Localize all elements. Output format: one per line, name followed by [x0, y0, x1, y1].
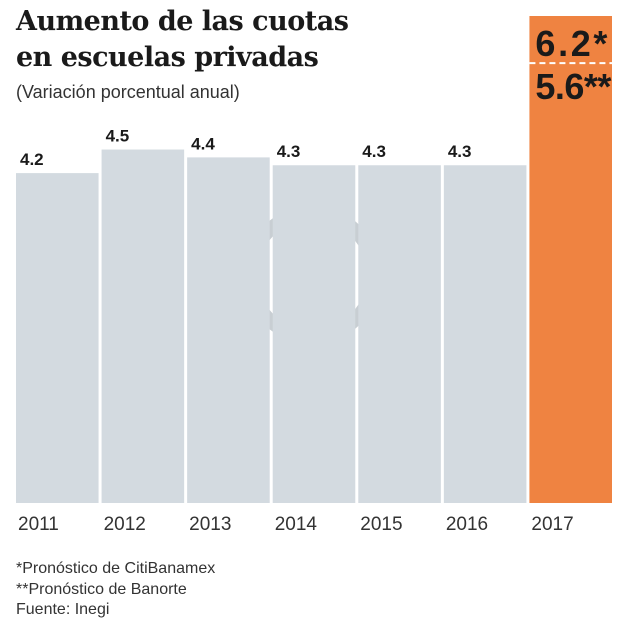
- x-tick-2011: 2011: [18, 514, 59, 535]
- note-source: Fuente: Inegi: [16, 601, 110, 618]
- x-tick-2013: 2013: [189, 514, 231, 535]
- bar-2013: [187, 157, 270, 504]
- value-label-2016: 4.3: [448, 142, 472, 161]
- bar-2012: [101, 149, 185, 503]
- chart-subtitle: (Variación porcentual anual): [16, 82, 240, 102]
- x-tick-2012: 2012: [104, 514, 146, 535]
- value-label-2013: 4.4: [191, 134, 215, 153]
- value-label-2017: 6.2*: [535, 23, 607, 64]
- bar-2014: [272, 165, 356, 503]
- bar-2017: [529, 16, 612, 503]
- x-tick-2017: 2017: [531, 514, 573, 535]
- x-tick-2016: 2016: [446, 514, 488, 535]
- bar-2015: [358, 165, 441, 503]
- chart-title-line1: Aumento de las cuotas: [16, 6, 349, 37]
- value-label-2015: 4.3: [362, 142, 386, 161]
- bar-2016: [443, 165, 527, 503]
- value-label-2011: 4.2: [20, 150, 44, 169]
- note-citibanamex: *Pronóstico de CitiBanamex: [16, 560, 216, 577]
- chart-title-line2: en escuelas privadas: [16, 42, 319, 73]
- x-tick-2015: 2015: [360, 514, 402, 535]
- value-label-2012: 4.5: [106, 127, 130, 146]
- secondary-label-2017: 5.6**: [535, 66, 611, 107]
- value-label-2014: 4.3: [277, 142, 301, 161]
- note-banorte: **Pronóstico de Banorte: [16, 581, 187, 598]
- x-tick-2014: 2014: [275, 514, 318, 535]
- bar-2011: [16, 173, 99, 503]
